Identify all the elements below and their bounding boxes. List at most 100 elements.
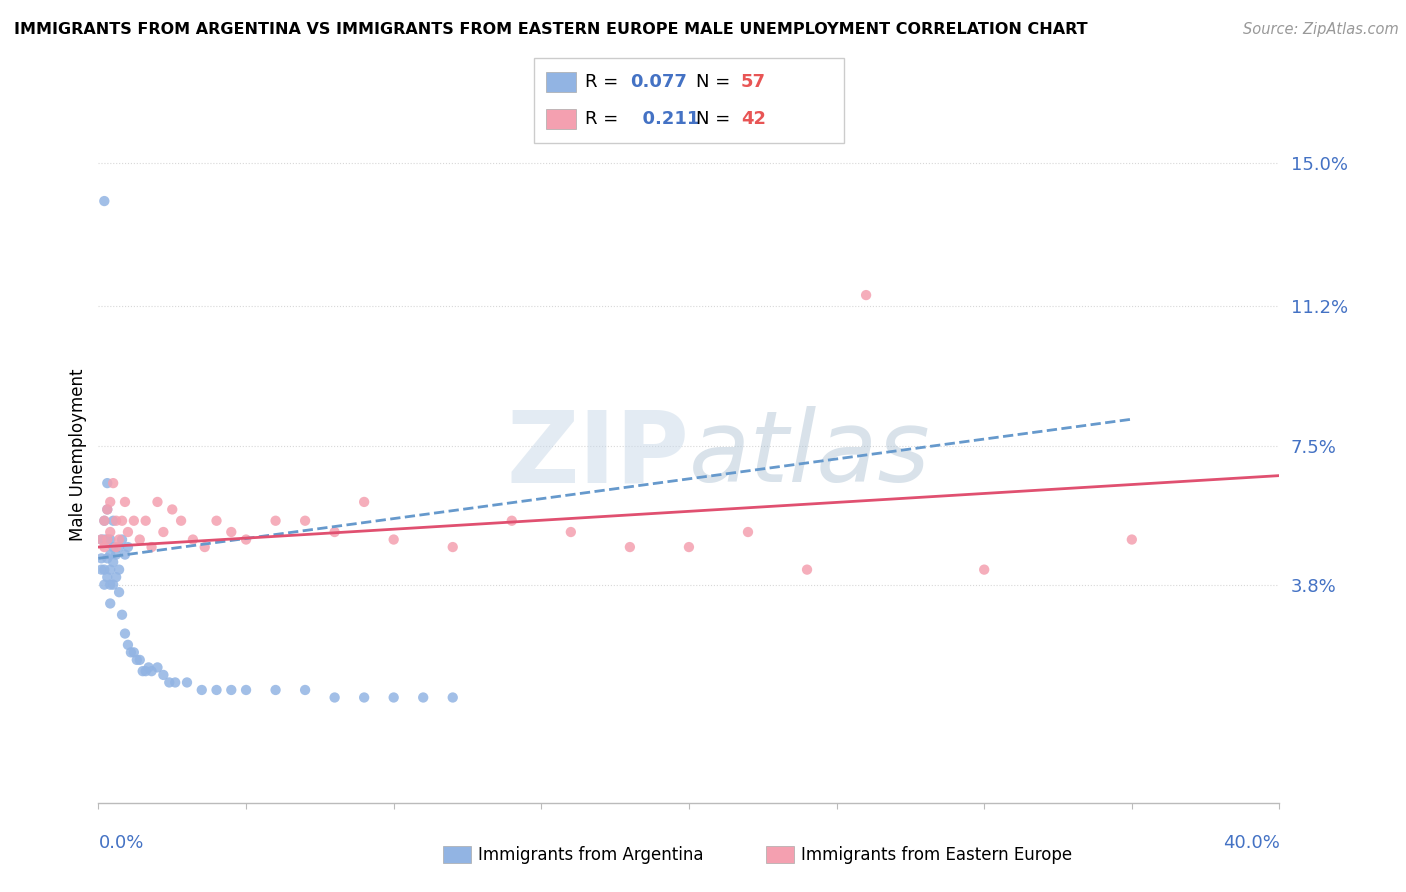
Point	[96, 476, 118, 491]
Point	[737, 524, 759, 539]
Text: R =: R =	[585, 110, 624, 128]
Point	[93, 577, 115, 591]
Point	[132, 664, 155, 678]
Point	[93, 194, 115, 208]
Point	[221, 524, 243, 539]
Point	[128, 533, 150, 547]
Point	[98, 495, 121, 509]
Point	[382, 690, 405, 705]
Point	[294, 683, 316, 698]
Point	[382, 533, 405, 547]
Text: N =: N =	[696, 73, 735, 91]
Point	[90, 533, 112, 547]
Point	[108, 585, 131, 599]
Text: 57: 57	[741, 73, 766, 91]
Point	[96, 570, 118, 584]
Point	[128, 653, 150, 667]
Point	[125, 653, 148, 667]
Point	[93, 514, 115, 528]
Point	[90, 533, 112, 547]
Point	[323, 524, 346, 539]
Point	[294, 514, 316, 528]
Text: 0.0%: 0.0%	[98, 834, 143, 852]
Point	[412, 690, 434, 705]
Y-axis label: Male Unemployment: Male Unemployment	[69, 368, 87, 541]
Point	[157, 675, 180, 690]
Point	[105, 514, 128, 528]
Point	[103, 514, 125, 528]
Text: Source: ZipAtlas.com: Source: ZipAtlas.com	[1243, 22, 1399, 37]
Point	[96, 533, 118, 547]
Point	[162, 502, 183, 516]
Point	[98, 577, 121, 591]
Point	[93, 563, 115, 577]
Point	[120, 645, 142, 659]
Point	[264, 683, 287, 698]
Point	[103, 577, 125, 591]
Text: N =: N =	[696, 110, 735, 128]
Point	[111, 514, 134, 528]
Point	[205, 683, 228, 698]
Point	[105, 570, 128, 584]
Point	[170, 514, 193, 528]
Point	[560, 524, 582, 539]
Point	[264, 514, 287, 528]
Point	[323, 690, 346, 705]
Point	[135, 664, 157, 678]
Point	[108, 563, 131, 577]
Point	[105, 540, 128, 554]
Point	[117, 524, 139, 539]
Point	[98, 597, 121, 611]
Point	[98, 548, 121, 562]
Text: 0.077: 0.077	[630, 73, 686, 91]
Point	[117, 638, 139, 652]
Point	[146, 660, 169, 674]
Point	[114, 626, 136, 640]
Point	[93, 540, 115, 554]
Point	[111, 533, 134, 547]
Point	[441, 690, 464, 705]
Point	[103, 476, 125, 491]
Text: atlas: atlas	[689, 407, 931, 503]
Point	[122, 514, 145, 528]
Point	[141, 664, 163, 678]
Text: IMMIGRANTS FROM ARGENTINA VS IMMIGRANTS FROM EASTERN EUROPE MALE UNEMPLOYMENT CO: IMMIGRANTS FROM ARGENTINA VS IMMIGRANTS …	[14, 22, 1088, 37]
Point	[152, 668, 174, 682]
Text: ZIP: ZIP	[506, 407, 689, 503]
Point	[117, 540, 139, 554]
Point	[135, 514, 157, 528]
Point	[114, 548, 136, 562]
Text: 40.0%: 40.0%	[1223, 834, 1279, 852]
Point	[96, 551, 118, 566]
Point	[1121, 533, 1143, 547]
Point	[111, 607, 134, 622]
Point	[108, 533, 131, 547]
Point	[105, 548, 128, 562]
Point	[181, 533, 204, 547]
Point	[138, 660, 160, 674]
Text: R =: R =	[585, 73, 624, 91]
Point	[96, 502, 118, 516]
Point	[103, 540, 125, 554]
Text: Immigrants from Eastern Europe: Immigrants from Eastern Europe	[801, 846, 1073, 863]
Point	[90, 563, 112, 577]
Point	[96, 502, 118, 516]
Point	[973, 563, 995, 577]
Point	[98, 533, 121, 547]
Point	[235, 683, 257, 698]
Point	[353, 690, 375, 705]
Point	[796, 563, 818, 577]
Point	[108, 540, 131, 554]
Point	[152, 524, 174, 539]
Point	[98, 524, 121, 539]
Text: 42: 42	[741, 110, 766, 128]
Point	[165, 675, 187, 690]
Text: 0.211: 0.211	[630, 110, 699, 128]
Point	[619, 540, 641, 554]
Point	[205, 514, 228, 528]
Point	[93, 514, 115, 528]
Point	[678, 540, 700, 554]
Point	[98, 563, 121, 577]
Point	[141, 540, 163, 554]
Point	[221, 683, 243, 698]
